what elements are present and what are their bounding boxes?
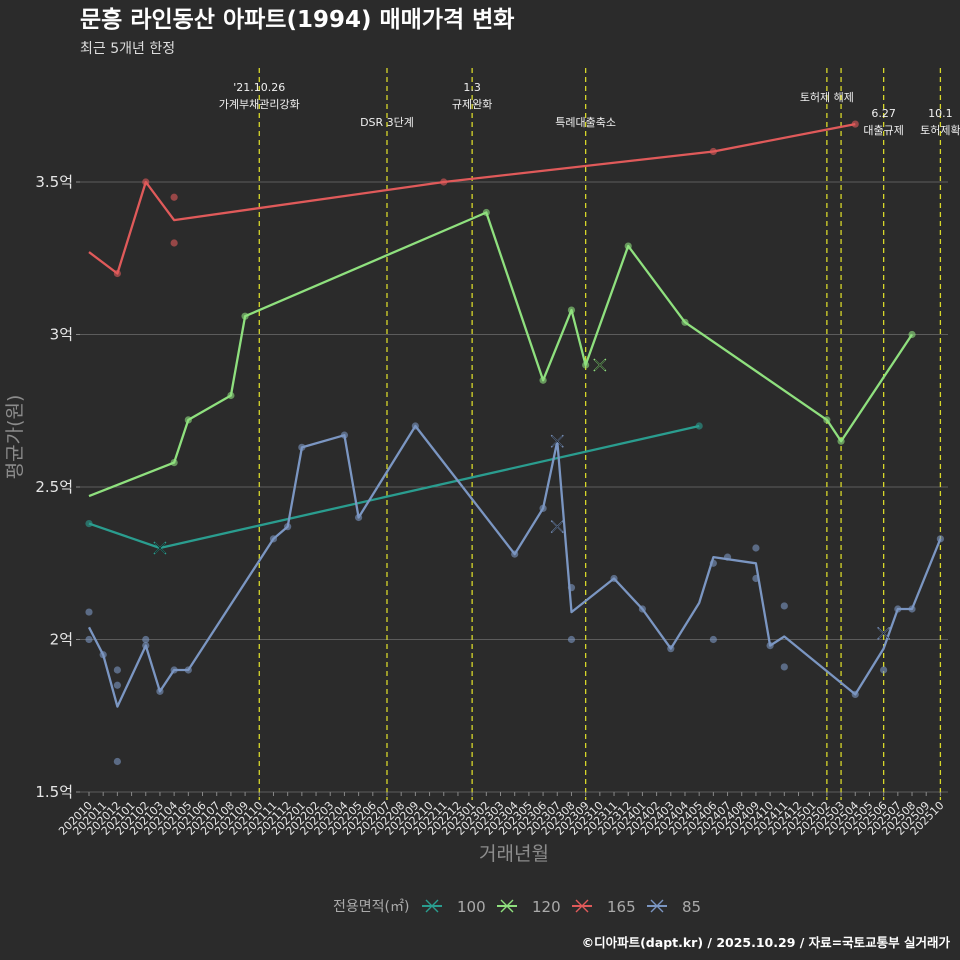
legend-swatch-cross bbox=[425, 899, 439, 913]
data-point bbox=[752, 544, 760, 552]
data-point bbox=[709, 635, 717, 644]
legend-label: 120 bbox=[532, 898, 561, 916]
data-point bbox=[85, 635, 93, 644]
event-label: 10.1 bbox=[928, 107, 953, 120]
data-point bbox=[85, 608, 93, 616]
event-label: 6.27 bbox=[871, 107, 896, 120]
series-85 bbox=[85, 422, 945, 766]
chart-caption: ©디아파트(dapt.kr) / 2025.10.29 / 자료=국토교통부 실… bbox=[582, 935, 951, 950]
event-label: 1.3 bbox=[463, 81, 481, 94]
x-axis-title: 거래년월 bbox=[479, 843, 549, 865]
data-point bbox=[113, 666, 121, 674]
legend-label: 100 bbox=[457, 898, 486, 916]
legend-swatch-cross bbox=[500, 899, 514, 913]
event-label: '21.10.26 bbox=[233, 81, 285, 94]
event-label: 토허제확 bbox=[920, 124, 960, 137]
data-point bbox=[780, 602, 788, 610]
y-axis: 1.5억 2억 2.5억 3억 3.5억 bbox=[35, 173, 80, 801]
legend-item-165: 165 bbox=[572, 898, 636, 916]
legend-label: 165 bbox=[607, 898, 636, 916]
y-tick-label: 2.5억 bbox=[35, 478, 73, 496]
data-point bbox=[142, 635, 150, 644]
series-120 bbox=[88, 208, 916, 498]
legend-item-120: 120 bbox=[497, 898, 561, 916]
event-label: 특례대출축소 bbox=[555, 116, 616, 129]
y-tick-label: 3.5억 bbox=[35, 173, 73, 191]
legend-item-85: 85 bbox=[647, 898, 701, 916]
legend-swatch-cross bbox=[650, 899, 664, 913]
data-point bbox=[170, 193, 178, 201]
event-label: 대출규제 bbox=[863, 124, 903, 137]
event-label: 가계부채관리강화 bbox=[219, 98, 300, 111]
series-100 bbox=[85, 422, 703, 555]
data-point bbox=[780, 663, 788, 671]
legend-swatch-cross bbox=[575, 899, 589, 913]
legend-label: 85 bbox=[682, 898, 701, 916]
y-tick-label: 2억 bbox=[50, 631, 73, 649]
data-series bbox=[85, 120, 945, 766]
data-point bbox=[880, 666, 888, 674]
data-point bbox=[113, 757, 121, 766]
grid-lines bbox=[80, 181, 948, 793]
event-label: DSR 3단계 bbox=[360, 116, 414, 129]
data-point bbox=[170, 239, 178, 247]
event-label: 토허제 해제 bbox=[800, 90, 854, 104]
cross-marker-inner bbox=[154, 542, 166, 554]
x-axis: 2020102020112020122021012021022021032021… bbox=[56, 792, 947, 838]
data-point bbox=[113, 681, 121, 689]
event-label: 규제완화 bbox=[452, 98, 492, 111]
chart-title: 문흥 라인동산 아파트(1994) 매매가격 변화 bbox=[80, 7, 514, 33]
y-tick-label: 1.5억 bbox=[35, 783, 73, 801]
cross-marker-inner bbox=[552, 436, 563, 447]
series-165 bbox=[88, 120, 859, 278]
legend: 전용면적(㎡) 100 120 165 85 bbox=[333, 898, 701, 916]
cross-marker-inner bbox=[552, 521, 563, 532]
legend-title: 전용면적(㎡) bbox=[333, 899, 409, 915]
y-axis-title: 평균가(원) bbox=[4, 395, 26, 480]
data-point bbox=[567, 635, 576, 644]
legend-item-100: 100 bbox=[422, 898, 486, 916]
chart-subtitle: 최근 5개년 한정 bbox=[80, 41, 175, 57]
y-tick-label: 3억 bbox=[50, 326, 73, 344]
series-line bbox=[88, 211, 913, 498]
series-line bbox=[87, 424, 942, 708]
cross-marker-inner bbox=[878, 628, 889, 639]
series-line bbox=[88, 122, 856, 275]
cross-marker-inner bbox=[594, 359, 606, 371]
